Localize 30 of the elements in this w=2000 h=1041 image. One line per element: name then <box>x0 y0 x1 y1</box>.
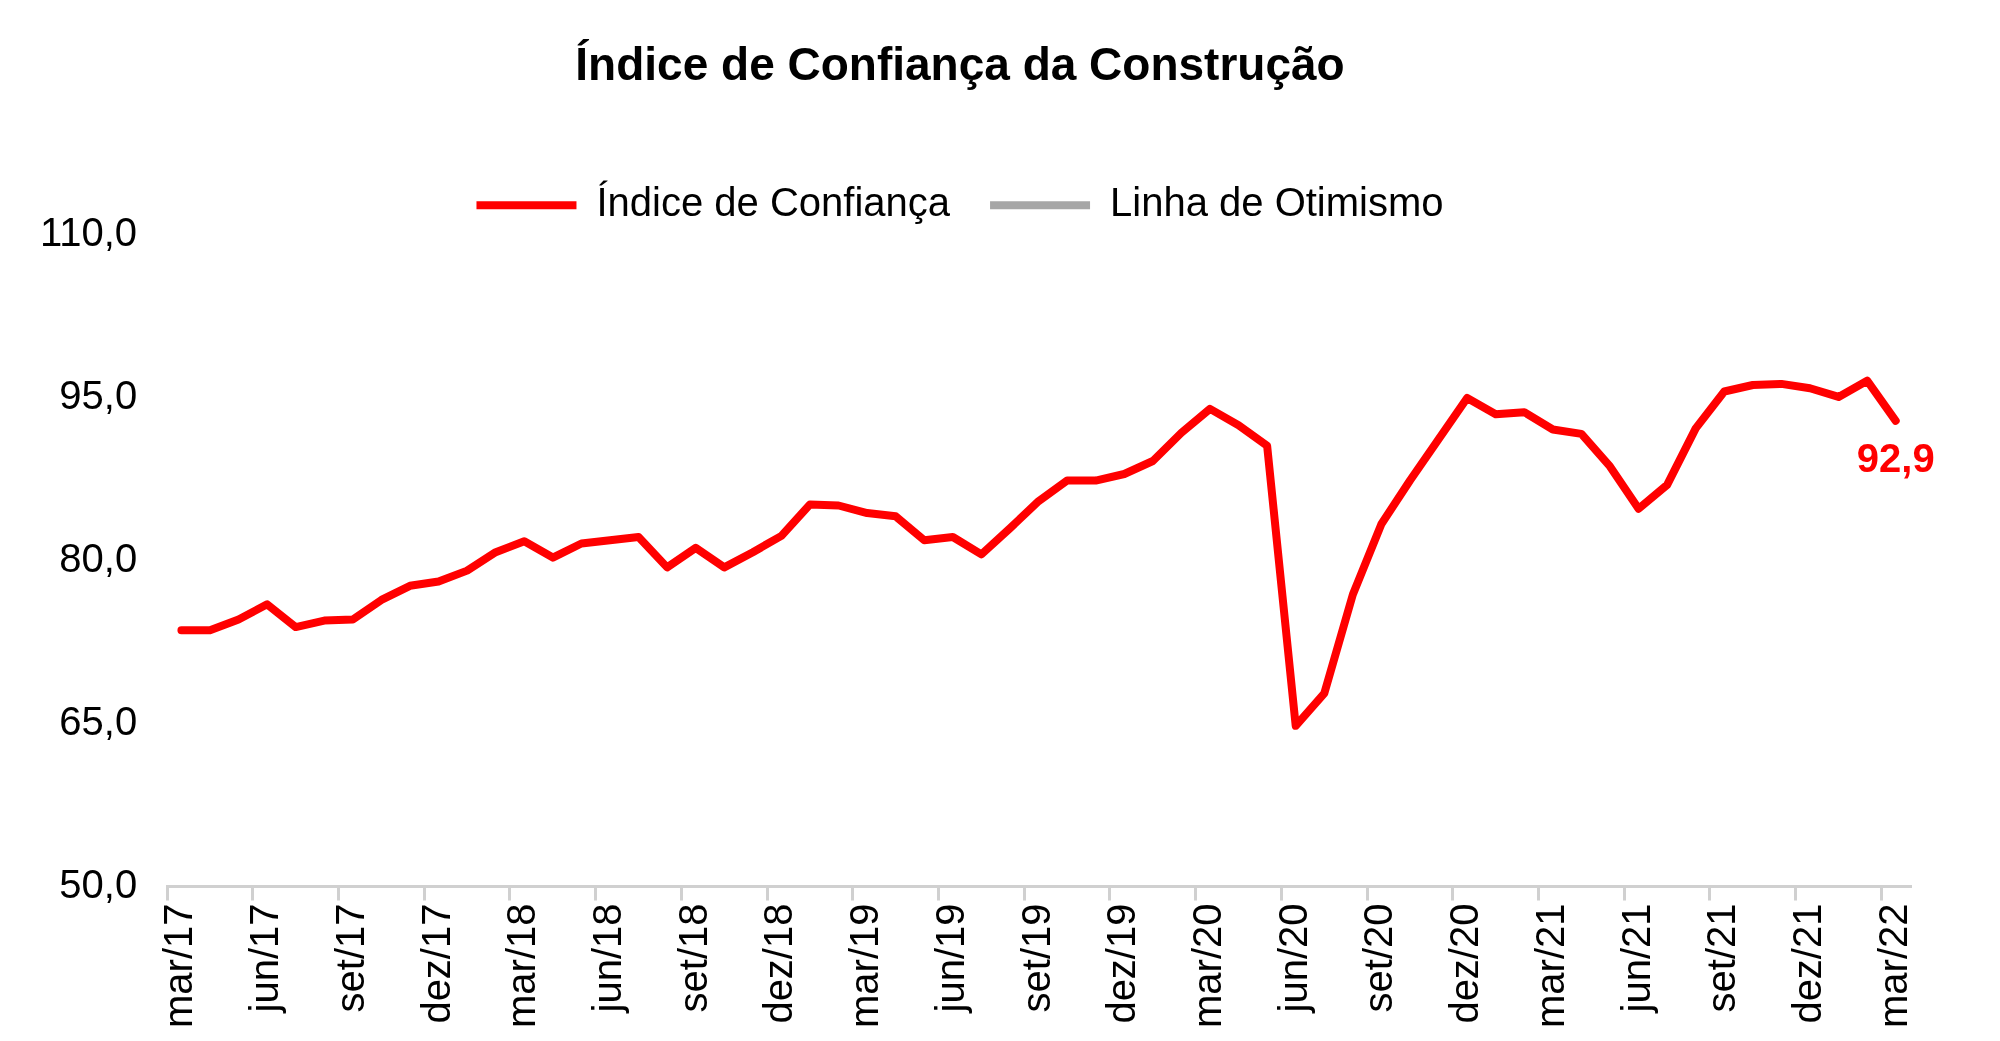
x-tick-label: mar/18 <box>499 903 544 1029</box>
x-tick-label: dez/17 <box>413 903 458 1024</box>
x-tick-label: mar/19 <box>842 903 887 1029</box>
legend-label: Linha de Otimismo <box>1110 180 1444 225</box>
x-tick-label: dez/21 <box>1785 903 1830 1024</box>
x-tick-label: set/19 <box>1013 903 1058 1013</box>
x-tick-label: set/18 <box>670 903 715 1013</box>
x-tick-label: set/20 <box>1356 903 1401 1013</box>
x-tick-label: mar/22 <box>1870 903 1915 1029</box>
y-tick-label: 80,0 <box>59 535 138 580</box>
x-tick-label: mar/21 <box>1527 903 1572 1029</box>
x-tick-label: mar/20 <box>1185 903 1230 1029</box>
chart-title: Índice de Confiança da Construção <box>575 38 1345 91</box>
data-label: 92,9 <box>1856 435 1935 480</box>
x-tick-label: jun/18 <box>585 903 630 1014</box>
x-tick-label: jun/21 <box>1613 903 1658 1014</box>
x-tick-label: dez/18 <box>756 903 801 1024</box>
y-tick-label: 50,0 <box>59 861 138 906</box>
x-tick-label: jun/17 <box>242 903 287 1014</box>
x-tick-label: jun/20 <box>1270 903 1315 1014</box>
y-tick-label: 110,0 <box>39 210 138 255</box>
legend-label: Índice de Confiança <box>596 180 951 225</box>
x-tick-label: jun/19 <box>927 903 972 1014</box>
x-tick-label: set/17 <box>327 903 372 1013</box>
x-tick-label: dez/19 <box>1099 903 1144 1024</box>
y-tick-label: 65,0 <box>59 698 138 743</box>
x-tick-label: mar/17 <box>156 903 201 1029</box>
y-tick-label: 95,0 <box>59 373 138 418</box>
x-tick-label: dez/20 <box>1442 903 1487 1024</box>
x-tick-label: set/21 <box>1699 903 1744 1013</box>
